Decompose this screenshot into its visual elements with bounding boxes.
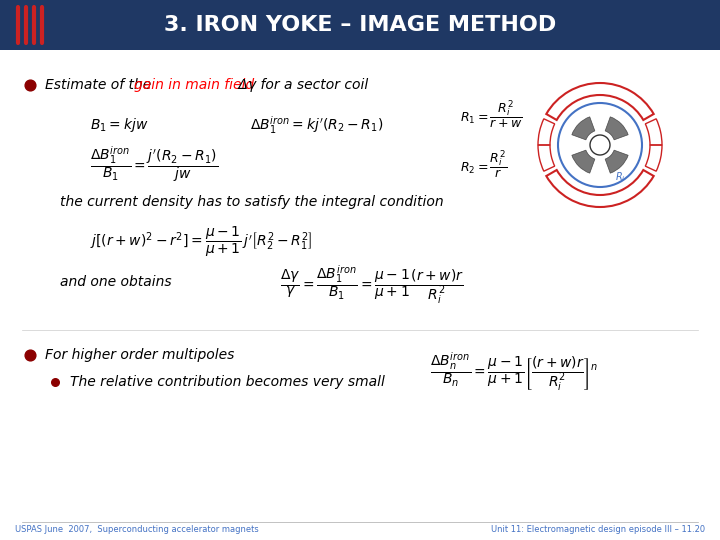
Text: The relative contribution becomes very small: The relative contribution becomes very s… [70,375,385,389]
Text: $R_1 = \dfrac{R_i^2}{r+w}$: $R_1 = \dfrac{R_i^2}{r+w}$ [460,99,523,131]
Point [49,377,60,386]
Text: For higher order multipoles: For higher order multipoles [45,348,235,362]
Text: Δγ for a sector coil: Δγ for a sector coil [234,78,368,92]
Text: USPAS June  2007,  Superconducting accelerator magnets: USPAS June 2007, Superconducting acceler… [15,525,258,535]
Wedge shape [605,117,628,140]
Point [24,80,36,89]
Wedge shape [572,117,595,140]
Circle shape [590,135,610,155]
Text: Estimate of the: Estimate of the [45,78,156,92]
Text: $B_1 = kjw$: $B_1 = kjw$ [90,116,148,134]
Text: $\dfrac{\Delta B_n^{iron}}{B_n} = \dfrac{\mu - 1}{\mu + 1}\left[\dfrac{(r+w)r}{R: $\dfrac{\Delta B_n^{iron}}{B_n} = \dfrac… [430,350,598,394]
Text: $\dfrac{\Delta B_1^{iron}}{B_1} = \dfrac{j'(R_2 - R_1)}{jw}$: $\dfrac{\Delta B_1^{iron}}{B_1} = \dfrac… [90,145,218,185]
Text: the current density has to satisfy the integral condition: the current density has to satisfy the i… [60,195,444,209]
Text: $j\left[(r+w)^2 - r^2\right] = \dfrac{\mu - 1}{\mu + 1}\, j'\left[R_2^2 - R_1^2\: $j\left[(r+w)^2 - r^2\right] = \dfrac{\m… [90,225,312,259]
Text: $R_i$: $R_i$ [615,170,626,184]
Wedge shape [605,150,628,173]
Text: 3. IRON YOKE – IMAGE METHOD: 3. IRON YOKE – IMAGE METHOD [164,15,556,35]
Wedge shape [572,150,595,173]
Text: gain in main field: gain in main field [134,78,254,92]
Text: and one obtains: and one obtains [60,275,171,289]
Text: $\Delta B_1^{iron} = kj'(R_2 - R_1)$: $\Delta B_1^{iron} = kj'(R_2 - R_1)$ [250,114,383,136]
Text: $\dfrac{\Delta\gamma}{\gamma} = \dfrac{\Delta B_1^{iron}}{B_1} = \dfrac{\mu - 1}: $\dfrac{\Delta\gamma}{\gamma} = \dfrac{\… [280,264,464,306]
Point [24,350,36,359]
Text: Unit 11: Electromagnetic design episode III – 11.20: Unit 11: Electromagnetic design episode … [491,525,705,535]
Text: $R_2 = \dfrac{R_i^2}{r}$: $R_2 = \dfrac{R_i^2}{r}$ [460,149,508,181]
FancyBboxPatch shape [0,0,720,50]
